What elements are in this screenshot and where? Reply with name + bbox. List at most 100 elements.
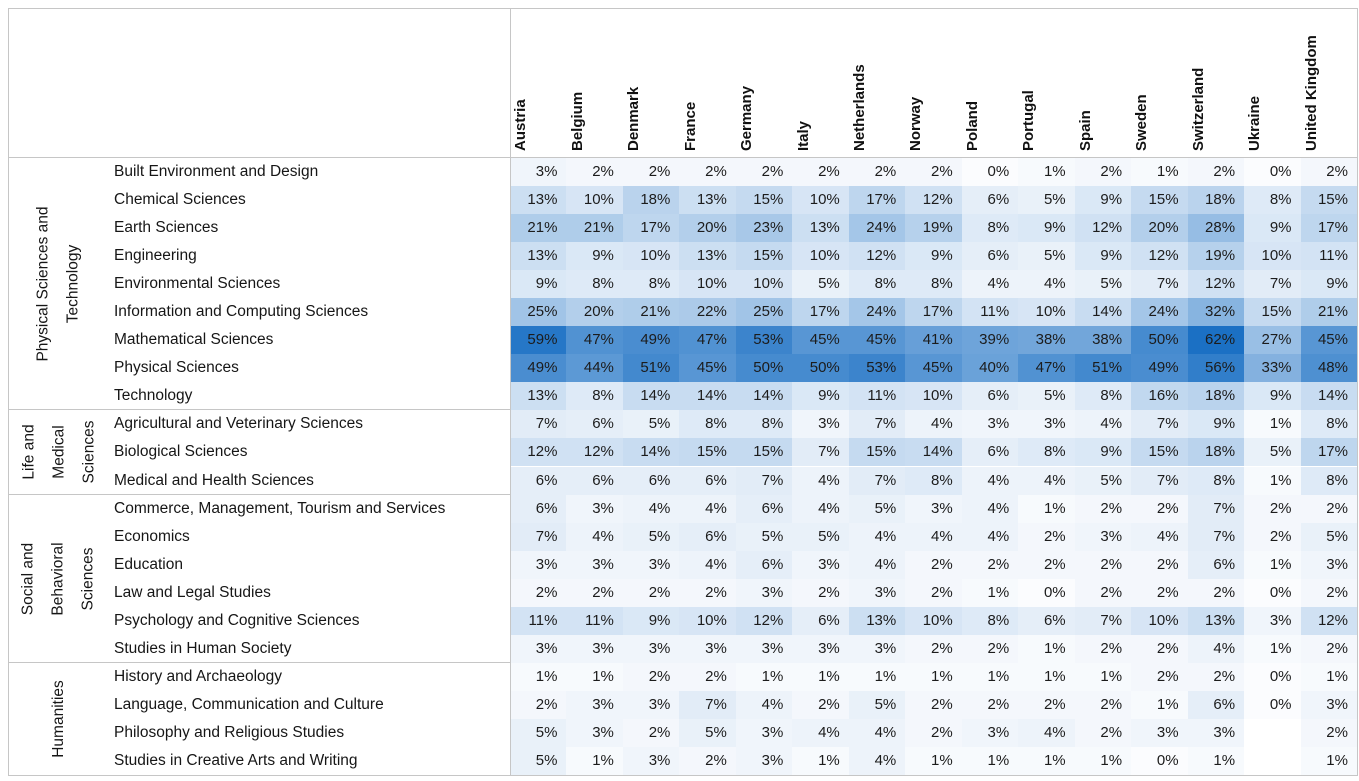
heatmap-cell: 4%	[848, 522, 906, 551]
heatmap-cell: 14%	[679, 382, 736, 411]
heatmap-cell: 2%	[1300, 494, 1357, 523]
heatmap-cell: 10%	[1131, 606, 1188, 635]
heatmap-cell: 45%	[905, 354, 962, 383]
heatmap-cell: 9%	[905, 242, 962, 271]
heatmap-cell: 50%	[735, 354, 793, 383]
heatmap-cell: 3%	[735, 578, 793, 607]
heatmap-cell: 1%	[905, 662, 962, 691]
heatmap-cell: 20%	[1131, 214, 1188, 243]
heatmap-cell: 3%	[1300, 690, 1357, 719]
heatmap-cell: 2%	[622, 578, 680, 607]
heatmap-cell: 2%	[905, 690, 962, 719]
heatmap-cell: 4%	[679, 494, 736, 523]
heatmap-cell: 1%	[1244, 466, 1301, 495]
row-group-label-text: Physical Sciences and Technology	[35, 206, 82, 362]
heatmap-cell: 2%	[1187, 662, 1245, 691]
heatmap-cell: 3%	[1074, 522, 1132, 551]
heatmap-cell: 24%	[848, 214, 906, 243]
heatmap-cell: 2%	[905, 550, 962, 579]
heatmap-cell: 12%	[1300, 606, 1357, 635]
heatmap-cell: 1%	[735, 662, 793, 691]
heatmap-cell: 50%	[1131, 326, 1188, 355]
row-label: Philosophy and Religious Studies	[114, 723, 345, 741]
heatmap-cell: 10%	[1018, 298, 1075, 327]
row-label: Law and Legal Studies	[114, 583, 271, 601]
heatmap-cell: 15%	[1131, 438, 1188, 467]
heatmap-cell: 1%	[905, 746, 962, 775]
heatmap-cell: 38%	[1018, 326, 1075, 355]
heatmap-cell: 4%	[1018, 718, 1075, 747]
heatmap-cell: 1%	[1018, 746, 1075, 775]
heatmap-cell: 49%	[622, 326, 680, 355]
heatmap-cell: 12%	[1187, 270, 1245, 299]
heatmap-cell: 3%	[735, 718, 793, 747]
heatmap-cell: 2%	[1244, 522, 1301, 551]
heatmap-cell: 3%	[1018, 410, 1075, 439]
heatmap-cell: 13%	[848, 606, 906, 635]
heatmap-cell: 13%	[792, 214, 849, 243]
heatmap-cell: 18%	[1187, 186, 1245, 215]
heatmap-cell: 9%	[622, 606, 680, 635]
heatmap-cell: 24%	[1131, 298, 1188, 327]
heatmap-cell: 56%	[1187, 354, 1245, 383]
heatmap-cell: 6%	[1187, 550, 1245, 579]
heatmap-cell: 1%	[566, 662, 623, 691]
row-label: Engineering	[114, 247, 197, 265]
heatmap-cell: 4%	[792, 494, 849, 523]
heatmap-cell: 15%	[1131, 186, 1188, 215]
border-line	[8, 157, 1358, 158]
heatmap-cell: 2%	[1074, 494, 1132, 523]
heatmap-cell: 50%	[792, 354, 849, 383]
heatmap-cell: 2%	[566, 578, 623, 607]
column-header: Italy	[792, 8, 848, 157]
heatmap-cell: 6%	[961, 242, 1019, 271]
heatmap-cell: 24%	[848, 298, 906, 327]
heatmap-cell: 62%	[1187, 326, 1245, 355]
heatmap-cell: 2%	[1074, 718, 1132, 747]
heatmap-cell: 51%	[1074, 354, 1132, 383]
heatmap-cell: 3%	[622, 746, 680, 775]
heatmap-cell: 1%	[1187, 746, 1245, 775]
heatmap-cell: 2%	[792, 690, 849, 719]
heatmap-cell: 23%	[735, 214, 793, 243]
heatmap-cell: 3%	[622, 634, 680, 663]
heatmap-cell: 2%	[792, 578, 849, 607]
heatmap-cell: 6%	[510, 494, 567, 523]
heatmap-cell: 8%	[1187, 466, 1245, 495]
row-label: Agricultural and Veterinary Sciences	[114, 415, 363, 433]
heatmap-cell: 3%	[566, 718, 623, 747]
heatmap-cell: 12%	[848, 242, 906, 271]
heatmap-cell: 2%	[792, 158, 849, 187]
heatmap-cell: 10%	[679, 270, 736, 299]
heatmap-cell: 3%	[566, 634, 623, 663]
heatmap-cell: 2%	[848, 158, 906, 187]
heatmap-cell: 45%	[792, 326, 849, 355]
heatmap-cell: 2%	[622, 662, 680, 691]
row-group-label-text: Life and Medical Sciences	[20, 421, 97, 484]
heatmap-cell: 3%	[1187, 718, 1245, 747]
heatmap-cell: 2%	[1300, 578, 1357, 607]
heatmap-cell: 10%	[679, 606, 736, 635]
heatmap-cell: 17%	[622, 214, 680, 243]
heatmap-cell: 1%	[566, 746, 623, 775]
heatmap-cell: 10%	[1244, 242, 1301, 271]
heatmap-cell: 9%	[1300, 270, 1357, 299]
column-header-label: Norway	[907, 96, 925, 151]
heatmap-cell: 2%	[679, 746, 736, 775]
heatmap-cell: 12%	[735, 606, 793, 635]
heatmap-cell: 2%	[1074, 550, 1132, 579]
border-line	[8, 494, 510, 495]
heatmap-cell: 17%	[1300, 214, 1357, 243]
row-group-label: Social and Behavioral Sciences	[8, 495, 110, 663]
heatmap-cell: 10%	[735, 270, 793, 299]
heatmap-cell: 3%	[1131, 718, 1188, 747]
heatmap-cell: 2%	[905, 158, 962, 187]
heatmap-cell: 45%	[848, 326, 906, 355]
heatmap-cell: 3%	[792, 550, 849, 579]
row-label: Education	[114, 555, 183, 573]
column-header-label: Sweden	[1133, 94, 1151, 151]
heatmap-cell: 3%	[510, 550, 567, 579]
heatmap-cell: 8%	[566, 270, 623, 299]
row-label: Psychology and Cognitive Sciences	[114, 611, 360, 629]
